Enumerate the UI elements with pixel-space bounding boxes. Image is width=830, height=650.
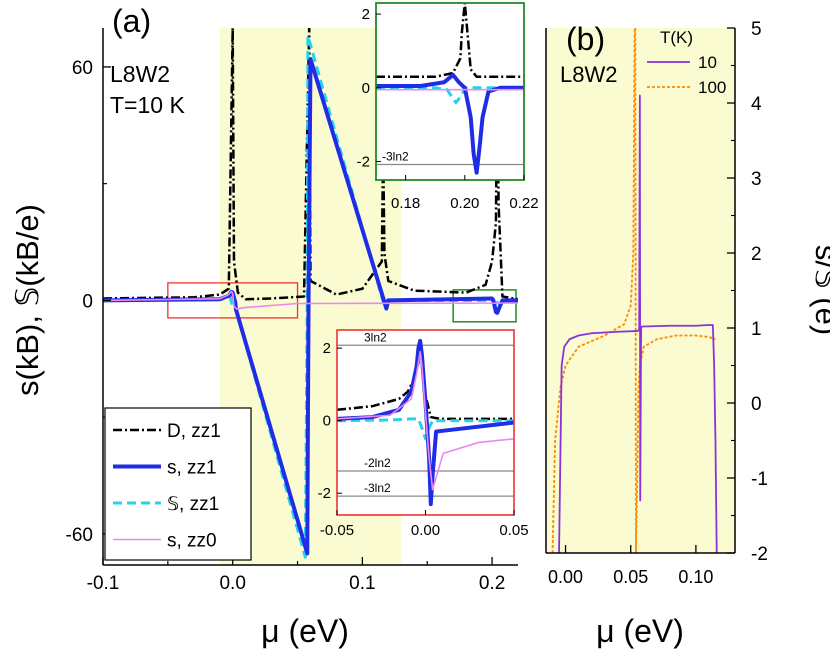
inset-top-y-tick-label: -2: [357, 154, 370, 171]
inset-top-frame: [375, 2, 525, 181]
panel-a-series-line-d-zz1: [103, 28, 518, 301]
legend-box: [104, 407, 252, 561]
panel-b-y-tick-label: 1: [751, 319, 762, 340]
inset-top-series-line-s-zz1: [376, 72, 524, 175]
legend-entry: 𝕊, zz1: [167, 494, 219, 515]
panel-b-label: (b): [566, 21, 605, 57]
panel-b-y-tick-label: 4: [751, 94, 762, 115]
inset-bottom-y-tick-label: 0: [323, 413, 331, 430]
legend-entry: D, zz1: [167, 421, 221, 442]
inset-bottom-series-line-s-zz0: [337, 350, 514, 491]
inset-top-x-tick-label: 0.18: [391, 195, 420, 212]
inset-bottom-y-tick-label: 2: [323, 340, 331, 357]
panel-b-x-tick-label: 0.05: [613, 567, 648, 587]
panel-b-y-tick-label: -1: [751, 469, 768, 490]
panel-b-x-tick-label: 0.00: [548, 567, 583, 587]
inset-top-reference-label: -3ln2: [382, 149, 409, 163]
zoom-box-green: [452, 289, 517, 323]
panel-a-y-tick-label: 0: [82, 291, 93, 312]
panel-a-ylabel: s(kB), 𝕊(kB/e): [10, 204, 45, 396]
inset-bottom-y-tick-label: -2: [318, 485, 331, 502]
panel-b-y-tick-label: 3: [751, 169, 762, 190]
inset-bottom-reference-label: -2ln2: [364, 456, 391, 470]
inset-top-x-tick-label: 0.20: [450, 195, 479, 212]
panel-b-y-tick-label: 5: [751, 19, 762, 40]
inset-top-series-line-d-zz1: [376, 3, 524, 78]
panel-b-y-tick-label: 2: [751, 244, 762, 265]
panel-a-x-tick-label: -0.1: [87, 573, 120, 594]
panel-a-y-tick-label: 60: [72, 58, 93, 79]
inset-bottom-reference-label: 3ln2: [364, 330, 387, 344]
panel-a-y-tick-label: -60: [66, 525, 93, 546]
inset-top-x-tick-label: 0.22: [509, 195, 538, 212]
panel-a-xlabel: μ (eV): [261, 613, 349, 649]
inset-top-y-tick-label: 2: [362, 6, 370, 23]
panel-b: 0.00 0.05 0.10 -2 -1 0 1 2 3 4 5 T(K) 10 100: [545, 19, 768, 587]
inset-bottom-x-tick-label: -0.05: [320, 522, 354, 539]
panel-b-series-line-10: [558, 94, 718, 553]
panel-b-y-tick-label: 0: [751, 394, 762, 415]
panel-b-legend-entry: 10: [698, 53, 717, 72]
panel-b-sample: L8W2: [560, 62, 617, 87]
panel-a-temperature: T=10 K: [110, 92, 185, 118]
inset-bottom: 3ln2 -2ln2 -3ln2 -0.05 0.00 0.05 -2 0 2: [318, 329, 529, 539]
panel-a-label: (a): [112, 3, 151, 39]
panel-b-ylabel: s/𝕊 (e): [809, 245, 830, 335]
panel-b-y-tick-label: -2: [751, 544, 768, 565]
panel-a-x-tick-label: 0.1: [349, 573, 375, 594]
panel-labels: (a) L8W2 T=10 K (b) L8W2 μ (eV) μ (eV) s…: [10, 3, 830, 649]
legend-entry: s, zz0: [167, 531, 217, 552]
inset-bottom-series-line--zz1: [337, 417, 514, 441]
inset-top-series-line--zz1: [376, 86, 524, 105]
panel-a: -0.1 0.0 0.1 0.2 -60 0 60 D, zz1 s, zz1 𝕊, zz1 s, …: [66, 28, 518, 594]
inset-bottom-x-tick-label: 0.05: [499, 522, 528, 539]
inset-top-y-tick-label: 0: [362, 80, 370, 97]
inset-top: -3ln2 0.18 0.20 0.22 -2 0 2: [357, 2, 539, 212]
panel-a-x-tick-label: 0.2: [479, 573, 505, 594]
panel-a-series-line-s-zz0: [103, 290, 518, 310]
inset-bottom-reference-label: -3ln2: [364, 481, 391, 495]
panel-b-xlabel: μ (eV): [596, 613, 684, 649]
panel-b-legend-entry: 100: [698, 78, 726, 97]
panel-a-sample: L8W2: [110, 61, 170, 87]
inset-bottom-x-tick-label: 0.00: [411, 522, 440, 539]
panel-b-legend-title: T(K): [660, 28, 693, 47]
panel-b-x-tick-label: 0.10: [678, 567, 713, 587]
legend-entry: s, zz1: [167, 458, 217, 479]
panel-a-x-tick-label: 0.0: [219, 573, 245, 594]
panel-b-series-line-100: [551, 28, 716, 553]
